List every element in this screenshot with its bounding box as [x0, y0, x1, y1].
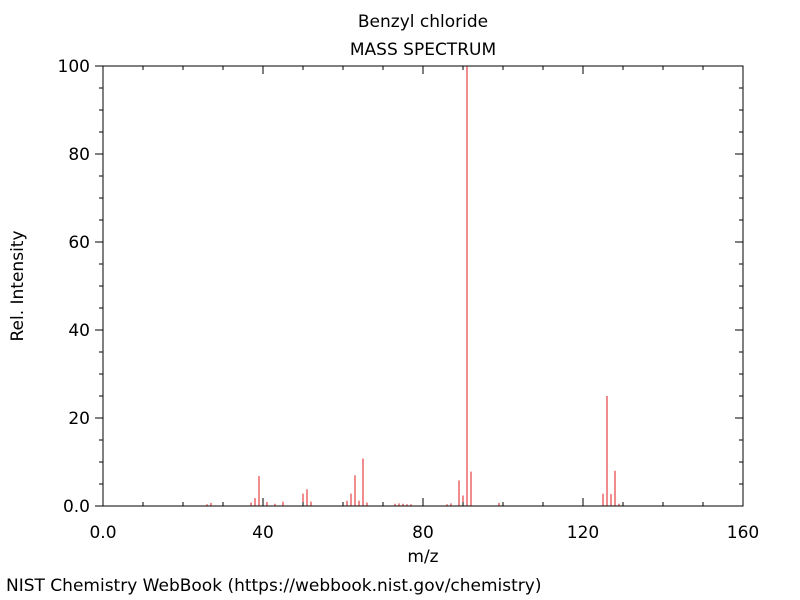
plot-frame	[102, 65, 744, 507]
x-axis-label: m/z	[407, 547, 438, 567]
x-tick-label: 80	[412, 523, 434, 543]
y-tick-label: 0.0	[63, 497, 90, 517]
y-tick-label: 40	[68, 321, 90, 341]
x-tick-label: 40	[252, 523, 274, 543]
y-axis-label: Rel. Intensity	[8, 230, 28, 341]
y-tick-label: 20	[68, 409, 90, 429]
y-tick-label: 60	[68, 233, 90, 253]
x-tick-label: 0.0	[89, 523, 116, 543]
source-credit: NIST Chemistry WebBook (https://webbook.…	[6, 576, 542, 596]
x-tick-label: 120	[567, 523, 599, 543]
x-tick-label: 160	[727, 523, 759, 543]
chart-title: Benzyl chloride	[358, 12, 488, 32]
y-tick-label: 80	[68, 145, 90, 165]
tick-labels: 0.0 40 80 120 160 0.0 20 40 60 80 100	[58, 57, 760, 543]
y-tick-label: 100	[58, 57, 90, 77]
peak-bars	[206, 66, 620, 506]
axis-ticks	[95, 65, 744, 507]
chart-subtitle: MASS SPECTRUM	[350, 40, 496, 60]
